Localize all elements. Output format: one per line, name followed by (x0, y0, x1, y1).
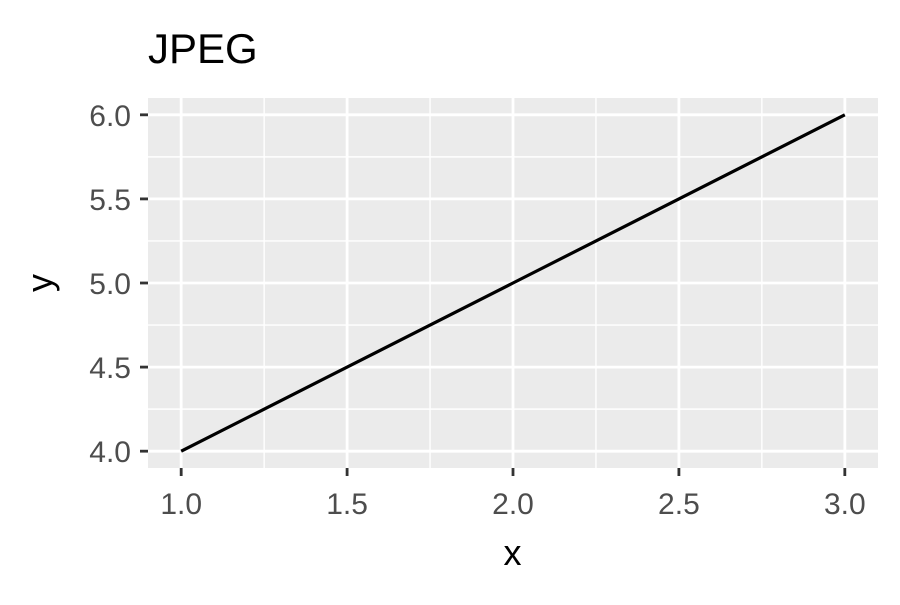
y-tick-label: 4.5 (89, 352, 131, 385)
chart-title: JPEG (148, 25, 258, 72)
y-tick-label: 5.0 (89, 268, 131, 301)
x-axis-title: x (504, 532, 522, 573)
y-tick-label: 5.5 (89, 184, 131, 217)
y-axis-title: y (19, 274, 60, 292)
y-axis: 4.0 4.5 5.0 5.5 6.0 (89, 100, 148, 469)
x-tick-label: 3.0 (824, 488, 866, 521)
series-line (180, 113, 846, 453)
x-tick-label: 2.5 (658, 488, 700, 521)
y-tick-label: 4.0 (89, 436, 131, 469)
series-layer (180, 113, 846, 453)
x-tick-label: 1.5 (326, 488, 368, 521)
x-axis: 1.0 1.5 2.0 2.5 3.0 (160, 468, 866, 521)
x-tick-label: 2.0 (492, 488, 534, 521)
x-tick-label: 1.0 (160, 488, 202, 521)
y-tick-label: 6.0 (89, 100, 131, 133)
